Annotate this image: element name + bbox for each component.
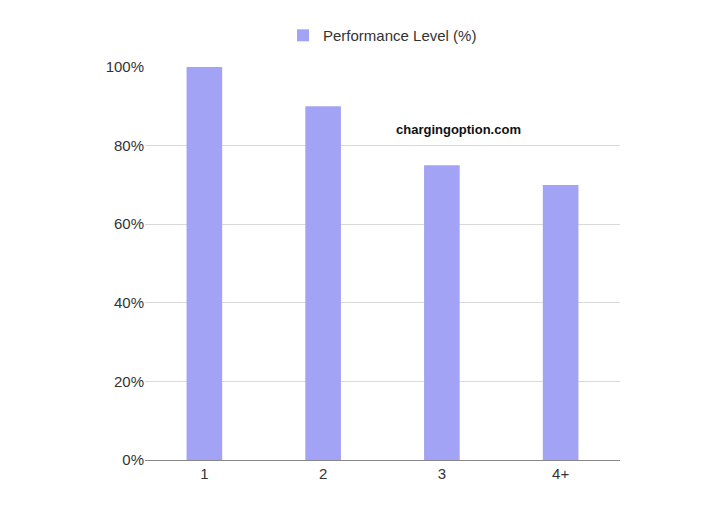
svg-text:40%: 40% xyxy=(114,294,144,311)
svg-text:Performance Level (%): Performance Level (%) xyxy=(323,27,476,44)
svg-text:2: 2 xyxy=(319,465,327,482)
svg-text:100%: 100% xyxy=(106,58,144,75)
svg-text:60%: 60% xyxy=(114,215,144,232)
svg-text:80%: 80% xyxy=(114,137,144,154)
svg-text:4+: 4+ xyxy=(552,465,569,482)
svg-text:0%: 0% xyxy=(122,451,144,468)
svg-text:chargingoption.com: chargingoption.com xyxy=(396,122,521,137)
svg-text:1: 1 xyxy=(200,465,208,482)
svg-text:20%: 20% xyxy=(114,373,144,390)
svg-text:3: 3 xyxy=(438,465,446,482)
